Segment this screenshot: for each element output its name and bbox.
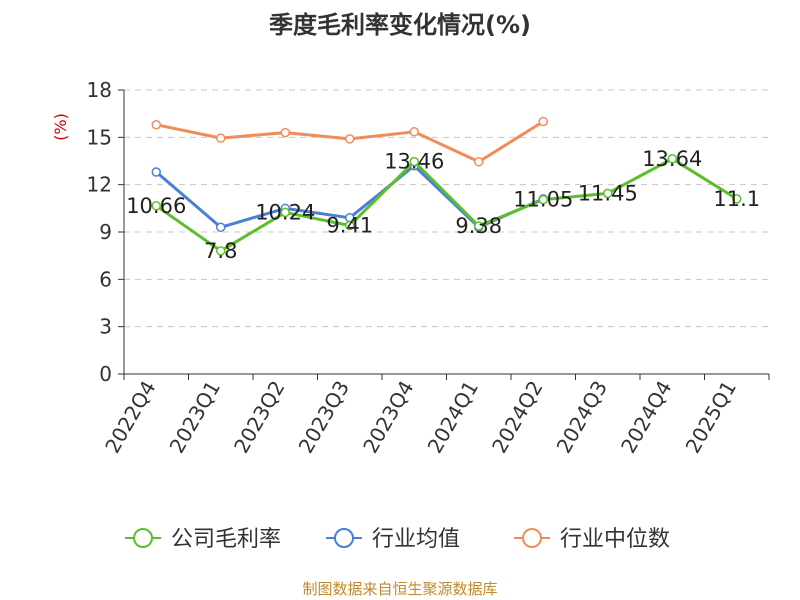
data-label: 13.64 xyxy=(642,147,702,171)
legend-marker xyxy=(522,528,542,548)
data-point xyxy=(151,201,161,211)
legend-label: 公司毛利率 xyxy=(171,527,281,552)
data-label: 11.45 xyxy=(578,181,638,205)
legend: 公司毛利率 行业均值 行业中位数 xyxy=(125,527,670,552)
source-note: 制图数据来自恒生聚源数据库 xyxy=(302,580,497,598)
data-labels: 10.66 7.8 10.24 9.41 13.46 9.38 11.05 11.4513.6… xyxy=(126,147,760,263)
data-point xyxy=(603,188,613,199)
data-point xyxy=(280,127,290,138)
legend-marker xyxy=(334,528,354,548)
x-tick-label: 2024Q4 xyxy=(616,377,676,458)
y-tick-label: 0 xyxy=(99,362,112,386)
legend-marker xyxy=(133,528,153,548)
x-tick-label: 2024Q3 xyxy=(552,377,612,458)
axes: 0 3 6 9 12 15 18 2022Q4 2023Q1 2023Q2 2023Q3 2023Q4… xyxy=(87,78,770,458)
chart-title: 季度毛利率变化情况(%) xyxy=(269,11,531,39)
data-point xyxy=(151,119,161,130)
x-tick-label: 2023Q3 xyxy=(294,377,354,458)
data-label: 11.05 xyxy=(513,188,573,212)
legend-label: 行业中位数 xyxy=(560,527,670,552)
data-point xyxy=(216,133,226,143)
y-unit-label: (%) xyxy=(51,113,70,141)
data-point xyxy=(667,154,677,164)
data-point xyxy=(409,156,419,167)
data-point xyxy=(732,194,742,204)
y-tick-label: 18 xyxy=(87,78,112,102)
data-point xyxy=(216,222,226,233)
data-point xyxy=(538,194,548,205)
y-tick-label: 12 xyxy=(87,173,112,197)
data-point xyxy=(280,207,290,218)
data-point xyxy=(345,220,355,231)
data-label: 7.8 xyxy=(204,239,237,263)
data-label: 10.24 xyxy=(255,200,315,224)
x-tick-label: 2024Q2 xyxy=(487,377,547,458)
series-line xyxy=(155,157,738,253)
x-tick-label: 2023Q4 xyxy=(358,377,418,458)
data-label: 11.1 xyxy=(713,187,760,211)
data-point xyxy=(474,221,484,231)
y-tick-label: 3 xyxy=(99,315,112,339)
x-tick-label: 2023Q2 xyxy=(229,377,289,458)
x-tick-label: 2022Q4 xyxy=(100,377,160,458)
y-tick-label: 9 xyxy=(99,220,112,244)
y-tick-label: 6 xyxy=(99,267,112,291)
gridlines xyxy=(124,89,769,328)
x-tick-label: 2025Q1 xyxy=(681,377,741,458)
data-point xyxy=(216,246,226,256)
y-tick-label: 15 xyxy=(87,125,112,149)
x-tick-label: 2023Q1 xyxy=(165,377,225,458)
data-point xyxy=(538,116,548,127)
data-label: 10.66 xyxy=(126,194,186,218)
x-tick-label: 2024Q1 xyxy=(423,377,483,458)
series-layer xyxy=(151,116,742,256)
legend-label: 行业均值 xyxy=(372,527,460,552)
data-label: 13.46 xyxy=(384,150,444,174)
data-point xyxy=(474,157,484,167)
data-point xyxy=(345,134,355,144)
data-label: 9.41 xyxy=(326,214,373,238)
data-label: 9.38 xyxy=(455,214,502,238)
data-point xyxy=(151,167,161,177)
data-point xyxy=(409,127,419,137)
